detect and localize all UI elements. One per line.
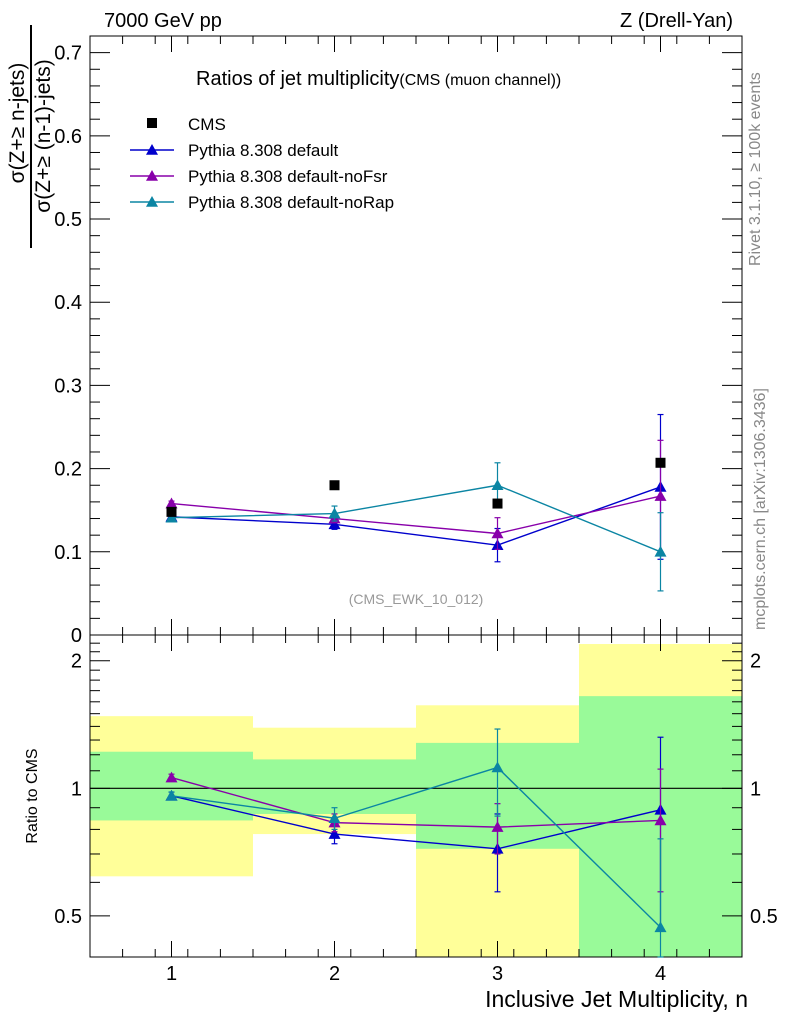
ratio-axes: 1 2 3 4 0.5 0.5 1 1 2 2 — [54, 634, 778, 985]
x-tick-label: 2 — [329, 963, 340, 985]
main-panel: 0 0.1 0.2 0.3 0.4 0.5 0.6 0.7 — [54, 35, 743, 647]
series-1-point — [165, 497, 178, 509]
series-2-point — [654, 545, 667, 557]
series-line-1 — [171, 495, 661, 535]
data-point — [655, 457, 666, 468]
legend-label-1: Pythia 8.308 default-noFsr — [188, 167, 388, 186]
ratio-y-tick-label-right: 1 — [750, 778, 761, 800]
legend-marker-data — [147, 118, 157, 128]
header-left: 7000 GeV pp — [104, 10, 222, 32]
ratio-2-point — [328, 812, 341, 824]
ratio-line-2 — [171, 766, 661, 928]
legend: CMS Pythia 8.308 default Pythia 8.308 defa… — [130, 115, 394, 212]
inner-band-bin-1 — [90, 751, 253, 821]
y-tick-label: 0.5 — [54, 209, 82, 231]
ratio-y-tick-label: 2 — [71, 651, 82, 673]
ratio-2-point — [491, 761, 504, 773]
rivet-label: Rivet 3.1.10, ≥ 100k events — [747, 72, 764, 266]
watermark: (CMS_EWK_10_012) — [349, 591, 484, 607]
data-point — [329, 480, 340, 491]
xlabel: Inclusive Jet Multiplicity, n — [485, 986, 748, 1012]
inner-band-bin-2 — [253, 759, 416, 814]
ratio-ylabel: Ratio to CMS — [24, 748, 41, 843]
chart-title-main: Ratios of jet multiplicity — [196, 68, 399, 90]
ratio-2-point — [654, 921, 667, 933]
series-1-point — [491, 527, 504, 539]
y-tick-label: 0 — [71, 625, 82, 647]
ratio-y-tick-label: 0.5 — [54, 906, 82, 928]
ratio-bands — [90, 644, 742, 957]
ratio-panel: 1 2 3 4 0.5 0.5 1 1 2 2 — [54, 634, 778, 985]
legend-marker-2 — [146, 196, 158, 207]
ratio-2-point — [165, 789, 178, 801]
x-tick-label: 3 — [492, 963, 503, 985]
chart-subtitle: (CMS (muon channel)) — [399, 72, 561, 89]
ratio-0-point — [328, 828, 341, 839]
legend-label-2: Pythia 8.308 default-noRap — [188, 193, 394, 212]
main-axes: 0 0.1 0.2 0.3 0.4 0.5 0.6 0.7 — [54, 35, 743, 647]
data-point — [166, 506, 177, 517]
ylabel-numerator: σ(Z+≥ n-jets) — [6, 63, 29, 184]
series-0-point — [328, 518, 341, 530]
y-tick-label: 0.2 — [54, 459, 82, 481]
y-tick-label: 0.4 — [54, 292, 82, 314]
ratio-series — [165, 728, 667, 958]
ratio-y-tick-label-right: 0.5 — [750, 906, 778, 928]
legend-label-0: Pythia 8.308 default — [188, 141, 339, 160]
ratio-1-point — [654, 814, 667, 826]
chart-title: Ratios of jet multiplicity(CMS (muon cha… — [196, 68, 561, 90]
header-right: Z (Drell-Yan) — [620, 10, 733, 32]
series-line-2 — [171, 484, 661, 553]
mcplots-label: mcplots.cern.ch [arXiv:1306.3436] — [752, 388, 769, 630]
data-point — [492, 498, 503, 509]
series-2-point — [491, 479, 504, 491]
series-line-0 — [171, 486, 661, 546]
y-tick-label: 0.7 — [54, 43, 82, 65]
ratio-1-point — [491, 821, 504, 832]
ratio-1-point — [165, 771, 178, 783]
y-tick-label: 0.1 — [54, 542, 82, 564]
series-2-point — [328, 507, 341, 519]
x-tick-label: 4 — [655, 963, 666, 985]
main-data-points — [166, 457, 666, 517]
legend-marker-0 — [146, 144, 158, 155]
legend-label-data: CMS — [188, 115, 226, 134]
main-series — [165, 413, 667, 592]
ratio-line-0 — [171, 795, 661, 850]
ratio-y-tick-label: 1 — [71, 778, 82, 800]
y-tick-label: 0.3 — [54, 375, 82, 397]
ylabel-denominator: σ(Z+≥ (n-1)-jets) — [32, 59, 55, 212]
x-tick-label: 1 — [166, 963, 177, 985]
y-tick-label: 0.6 — [54, 126, 82, 148]
ratio-y-tick-label-right: 2 — [750, 651, 761, 673]
ratio-line-1 — [171, 776, 661, 828]
series-2-point — [165, 511, 178, 523]
legend-marker-1 — [146, 170, 158, 181]
series-1-point — [654, 490, 667, 501]
